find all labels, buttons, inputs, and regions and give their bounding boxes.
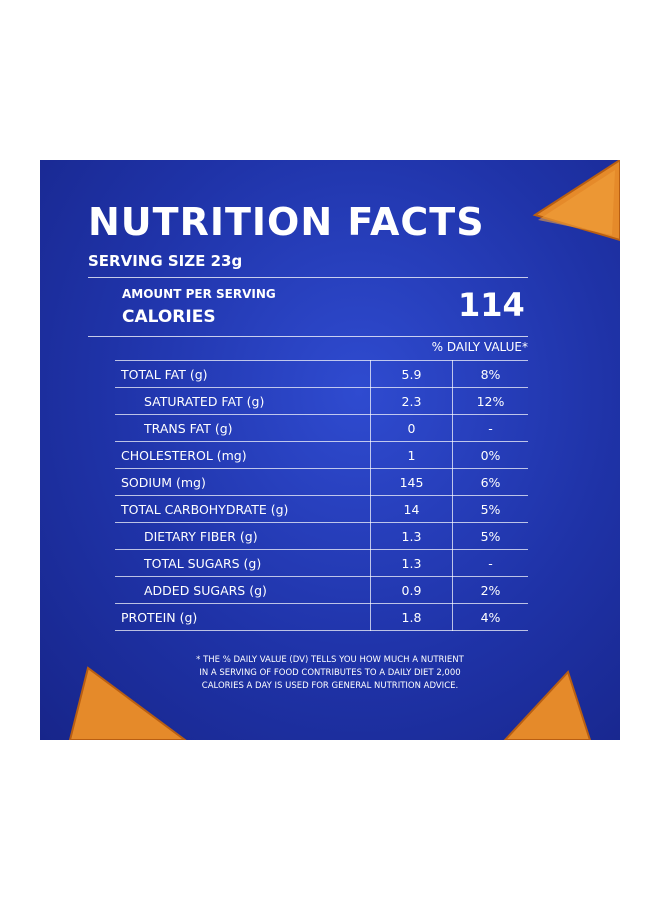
calories-value: 114 (458, 286, 525, 324)
nutrient-row: DIETARY FIBER (g) 1.3 5% (115, 522, 528, 550)
nutrient-row: TRANS FAT (g) 0- (115, 414, 528, 442)
nutrient-dv: 0% (452, 441, 528, 469)
title: NUTRITION FACTS (88, 200, 485, 244)
nutrient-amount: 14 (370, 495, 453, 523)
nutrient-name: PROTEIN (g) (115, 603, 371, 631)
nutrient-amount: 2.3 (370, 387, 453, 415)
nutrient-row: TOTAL SUGARS (g) 1.3- (115, 549, 528, 577)
nutrient-dv: - (452, 549, 528, 577)
nutrient-amount: 1.3 (370, 549, 453, 577)
divider (88, 277, 528, 278)
nutrient-amount: 0 (370, 414, 453, 442)
nutrient-amount: 5.9 (370, 360, 453, 388)
nutrient-name: SATURATED FAT (g) (115, 387, 371, 415)
nutrient-name: DIETARY FIBER (g) (115, 522, 371, 550)
footnote-line: CALORIES A DAY IS USED FOR GENERAL NUTRI… (201, 681, 459, 691)
nutrient-dv: 6% (452, 468, 528, 496)
nutrient-name: ADDED SUGARS (g) (115, 576, 371, 604)
nutrient-row: CHOLESTEROL (mg) 1 0% (115, 441, 528, 469)
nutrient-name: TOTAL FAT (g) (115, 360, 371, 388)
nutrient-amount: 1 (370, 441, 453, 469)
nutrient-name: CHOLESTEROL (mg) (115, 441, 371, 469)
nutrient-row: TOTAL FAT (g) 5.9 8% (115, 360, 528, 388)
nutrient-row: SODIUM (mg) 145 6% (115, 468, 528, 496)
nutrient-dv: 12% (452, 387, 528, 415)
nutrient-dv: 5% (452, 495, 528, 523)
nutrient-amount: 1.3 (370, 522, 453, 550)
nutrient-table: TOTAL FAT (g) 5.9 8% SATURATED FAT (g) 2.3 12… (115, 360, 528, 631)
calories-label: CALORIES (122, 307, 216, 327)
nutrient-row: SATURATED FAT (g) 2.3 12% (115, 387, 528, 415)
divider (88, 336, 528, 337)
nutrient-row: TOTAL CARBOHYDRATE (g) 14 5% (115, 495, 528, 523)
nutrient-dv: 2% (452, 576, 528, 604)
nutrient-dv: 4% (452, 603, 528, 631)
nutrient-dv: - (452, 414, 528, 442)
nutrient-row: PROTEIN (g) 1.8 4% (115, 603, 528, 631)
decoration (68, 160, 620, 740)
footnote-line: * THE % DAILY VALUE (DV) TELLS YOU HOW M… (196, 655, 464, 665)
nutrient-amount: 1.8 (370, 603, 453, 631)
nutrient-dv: 5% (452, 522, 528, 550)
nutrition-panel: NUTRITION FACTS SERVING SIZE 23g AMOUNT … (40, 160, 620, 740)
nutrient-amount: 0.9 (370, 576, 453, 604)
nutrient-name: TRANS FAT (g) (115, 414, 371, 442)
nutrient-row: ADDED SUGARS (g) 0.9 2% (115, 576, 528, 604)
nutrient-dv: 8% (452, 360, 528, 388)
footnote-line: IN A SERVING OF FOOD CONTRIBUTES TO A DA… (199, 668, 461, 678)
nutrient-name: TOTAL SUGARS (g) (115, 549, 371, 577)
nutrient-amount: 145 (370, 468, 453, 496)
daily-value-header: % DAILY VALUE* (431, 340, 528, 354)
nutrient-name: SODIUM (mg) (115, 468, 371, 496)
serving-size: SERVING SIZE 23g (88, 252, 243, 270)
footnote: * THE % DAILY VALUE (DV) TELLS YOU HOW M… (40, 654, 620, 693)
nutrient-name: TOTAL CARBOHYDRATE (g) (115, 495, 371, 523)
amount-per-serving: AMOUNT PER SERVING (122, 287, 276, 301)
